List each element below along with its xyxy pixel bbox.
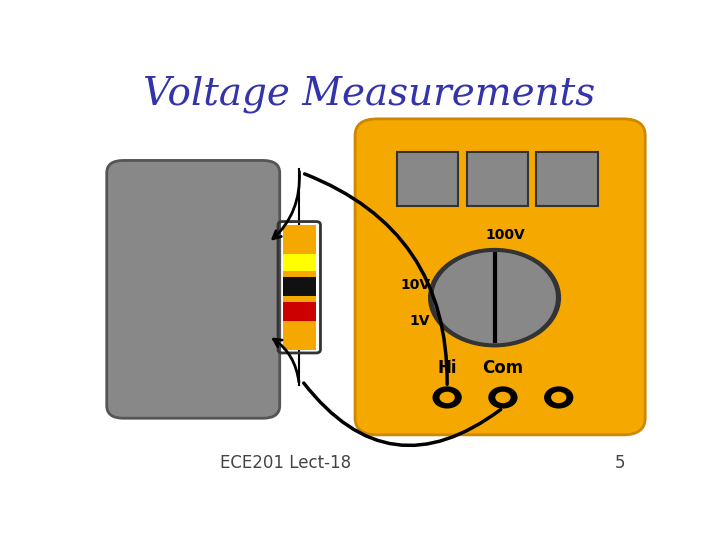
FancyBboxPatch shape	[107, 160, 279, 418]
Text: 5: 5	[615, 454, 626, 472]
FancyBboxPatch shape	[282, 254, 316, 271]
Circle shape	[551, 392, 567, 403]
FancyBboxPatch shape	[282, 277, 316, 295]
FancyBboxPatch shape	[536, 152, 598, 206]
Circle shape	[439, 392, 455, 403]
Text: ECE201 Lect-18: ECE201 Lect-18	[220, 454, 351, 472]
FancyBboxPatch shape	[282, 271, 316, 277]
FancyBboxPatch shape	[397, 152, 459, 206]
Circle shape	[428, 248, 560, 347]
Circle shape	[495, 392, 510, 403]
Text: 1V: 1V	[410, 314, 431, 328]
Text: Hi: Hi	[437, 359, 457, 377]
FancyBboxPatch shape	[282, 321, 316, 349]
FancyBboxPatch shape	[355, 119, 645, 435]
FancyBboxPatch shape	[467, 152, 528, 206]
Text: 10V: 10V	[400, 278, 431, 292]
Text: Voltage Measurements: Voltage Measurements	[143, 75, 595, 113]
Circle shape	[489, 387, 517, 408]
Circle shape	[433, 387, 461, 408]
Text: 100V: 100V	[486, 227, 526, 241]
Circle shape	[433, 252, 556, 343]
FancyBboxPatch shape	[282, 295, 316, 302]
FancyBboxPatch shape	[282, 302, 316, 321]
Text: Com: Com	[482, 359, 523, 377]
Circle shape	[545, 387, 572, 408]
FancyBboxPatch shape	[282, 225, 316, 254]
